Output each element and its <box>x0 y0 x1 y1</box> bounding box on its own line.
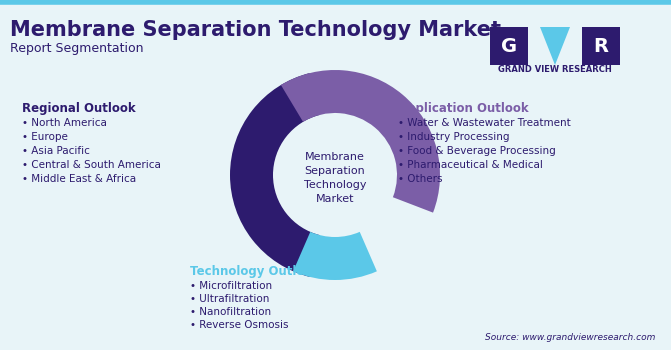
Text: • Central & South America: • Central & South America <box>22 160 161 170</box>
Text: R: R <box>594 36 609 56</box>
Text: • Water & Wastewater Treatment: • Water & Wastewater Treatment <box>398 118 571 128</box>
Text: • Europe: • Europe <box>22 132 68 142</box>
FancyBboxPatch shape <box>582 27 620 65</box>
Wedge shape <box>281 70 440 213</box>
Text: • Asia Pacific: • Asia Pacific <box>22 146 90 156</box>
Text: Regional Outlook: Regional Outlook <box>22 102 136 115</box>
Text: • Others: • Others <box>398 174 442 184</box>
Text: • Nanofiltration: • Nanofiltration <box>190 307 271 317</box>
Text: • Ultrafiltration: • Ultrafiltration <box>190 294 269 304</box>
Text: Separation: Separation <box>305 166 366 176</box>
Polygon shape <box>540 27 570 65</box>
Text: • Microfiltration: • Microfiltration <box>190 281 272 291</box>
FancyBboxPatch shape <box>490 27 528 65</box>
Text: Technology Outlook: Technology Outlook <box>190 265 320 278</box>
Text: GRAND VIEW RESEARCH: GRAND VIEW RESEARCH <box>498 65 612 75</box>
Wedge shape <box>230 73 320 277</box>
Text: • Middle East & Africa: • Middle East & Africa <box>22 174 136 184</box>
Text: Report Segmentation: Report Segmentation <box>10 42 144 55</box>
Text: Source: www.grandviewresearch.com: Source: www.grandviewresearch.com <box>484 333 655 342</box>
Text: • North America: • North America <box>22 118 107 128</box>
Text: • Food & Beverage Processing: • Food & Beverage Processing <box>398 146 556 156</box>
Text: Market: Market <box>316 194 354 204</box>
Text: G: G <box>501 36 517 56</box>
Wedge shape <box>293 232 377 280</box>
Text: • Industry Processing: • Industry Processing <box>398 132 509 142</box>
Text: Membrane Separation Technology Market: Membrane Separation Technology Market <box>10 20 501 40</box>
Text: • Pharmaceutical & Medical: • Pharmaceutical & Medical <box>398 160 543 170</box>
Text: Membrane: Membrane <box>305 152 365 162</box>
Text: Technology: Technology <box>304 180 366 190</box>
Text: Application Outlook: Application Outlook <box>398 102 529 115</box>
Text: • Reverse Osmosis: • Reverse Osmosis <box>190 320 289 330</box>
